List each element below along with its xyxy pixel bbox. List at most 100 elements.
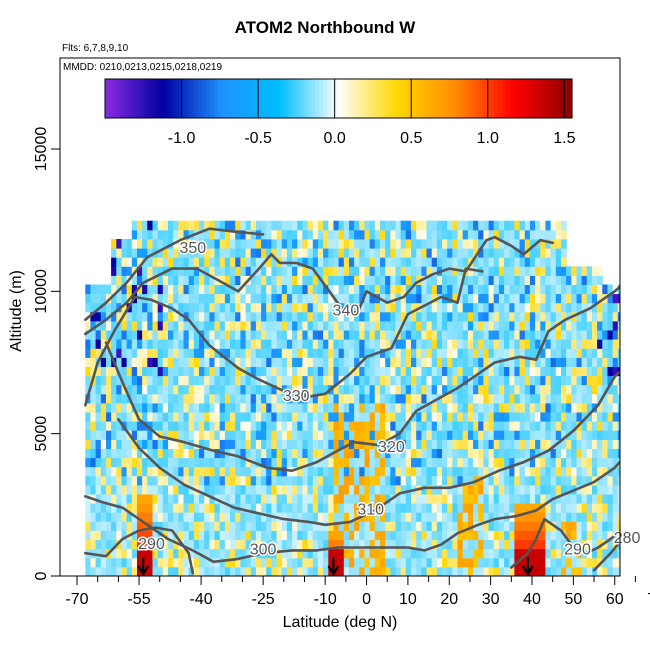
heatmap-cell <box>442 366 448 377</box>
heatmap-cell <box>276 530 283 541</box>
heatmap-cell <box>488 348 495 358</box>
heatmap-cell <box>323 457 329 468</box>
heatmap-cell <box>586 484 593 495</box>
heatmap-cell <box>349 521 355 531</box>
heatmap-cell <box>442 375 448 386</box>
heatmap-cell <box>266 266 272 276</box>
heatmap-cell <box>162 257 169 267</box>
heatmap-cell <box>328 457 335 468</box>
heatmap-cell <box>173 457 179 468</box>
heatmap-cell <box>152 384 159 395</box>
heatmap-cell <box>317 484 324 495</box>
heatmap-cell <box>173 220 179 231</box>
heatmap-cell <box>188 311 195 322</box>
heatmap-cell <box>617 530 620 541</box>
heatmap-cell <box>488 220 495 231</box>
heatmap-cell <box>209 375 216 386</box>
heatmap-cell <box>555 311 562 322</box>
heatmap-cell <box>209 566 216 576</box>
heatmap-cell <box>411 284 417 295</box>
heatmap-cell <box>230 239 236 249</box>
heatmap-cell <box>524 494 531 504</box>
heatmap-cell <box>597 293 603 304</box>
heatmap-cell <box>623 476 629 486</box>
heatmap-cell <box>116 348 123 358</box>
heatmap-cell <box>576 393 583 404</box>
heatmap-cell <box>137 339 143 349</box>
heatmap-cell <box>514 448 521 459</box>
heatmap-cell <box>266 539 272 550</box>
heatmap-cell <box>431 530 438 541</box>
heatmap-cell <box>281 439 288 449</box>
heatmap-cell <box>199 320 205 331</box>
heatmap-cell <box>612 402 619 413</box>
heatmap-cell <box>483 566 490 576</box>
heatmap-cell <box>147 248 154 258</box>
heatmap-cell <box>483 357 490 367</box>
heatmap-cell <box>323 539 329 550</box>
heatmap-cell <box>411 475 417 486</box>
heatmap-cell <box>317 402 324 413</box>
heatmap-cell <box>617 402 620 413</box>
heatmap-cell <box>235 393 241 404</box>
heatmap-cell <box>338 512 345 522</box>
heatmap-cell <box>571 448 578 459</box>
heatmap-cell <box>214 466 221 477</box>
heatmap-cell <box>380 521 386 531</box>
colorbar-segment <box>466 79 472 118</box>
heatmap-cell <box>354 239 360 249</box>
heatmap-cell <box>85 457 92 468</box>
heatmap-cell <box>162 248 169 258</box>
heatmap-cell <box>297 384 304 395</box>
heatmap-cell <box>343 302 350 313</box>
heatmap-cell <box>529 548 536 559</box>
heatmap-cell <box>380 239 386 249</box>
heatmap-cell <box>498 393 505 404</box>
heatmap-cell <box>297 402 304 413</box>
heatmap-cell <box>147 457 154 468</box>
heatmap-cell <box>106 557 112 568</box>
heatmap-cell <box>297 448 304 459</box>
heatmap-cell <box>617 494 620 504</box>
heatmap-cell <box>535 248 541 258</box>
heatmap-cell <box>183 439 190 449</box>
heatmap-cell <box>343 375 350 386</box>
heatmap-cell <box>90 320 97 331</box>
heatmap-cell <box>400 539 407 550</box>
heatmap-cell <box>592 393 598 404</box>
heatmap-cell <box>405 320 412 331</box>
heatmap-cell <box>561 539 567 550</box>
heatmap-cell <box>498 302 505 313</box>
colorbar-segment <box>128 79 133 118</box>
heatmap-cell <box>550 257 557 267</box>
heatmap-cell <box>457 539 464 550</box>
heatmap-cell <box>230 266 236 276</box>
heatmap-cell <box>178 466 185 477</box>
heatmap-cell <box>566 275 572 285</box>
heatmap-cell <box>323 421 329 431</box>
heatmap-cell <box>395 229 402 240</box>
heatmap-cell <box>540 357 547 367</box>
heatmap-cell <box>142 548 148 559</box>
heatmap-cell <box>540 466 547 477</box>
heatmap-cell <box>462 421 469 431</box>
heatmap-cell <box>359 384 366 395</box>
heatmap-cell <box>349 421 355 431</box>
heatmap-cell <box>545 530 552 541</box>
heatmap-cell <box>493 257 500 267</box>
heatmap-cell <box>255 257 262 267</box>
heatmap-cell <box>514 384 521 395</box>
heatmap-cell <box>623 485 629 495</box>
heatmap-cell <box>224 521 231 531</box>
heatmap-cell <box>374 284 381 295</box>
heatmap-cell <box>214 266 221 276</box>
heatmap-cell <box>286 484 293 495</box>
heatmap-cell <box>411 521 417 531</box>
heatmap-cell <box>193 439 200 449</box>
heatmap-cell <box>385 494 391 504</box>
heatmap-cell <box>535 366 541 377</box>
heatmap-cell <box>504 348 510 358</box>
heatmap-cell <box>467 339 474 349</box>
heatmap-cell <box>452 503 459 513</box>
heatmap-cell <box>462 530 469 541</box>
